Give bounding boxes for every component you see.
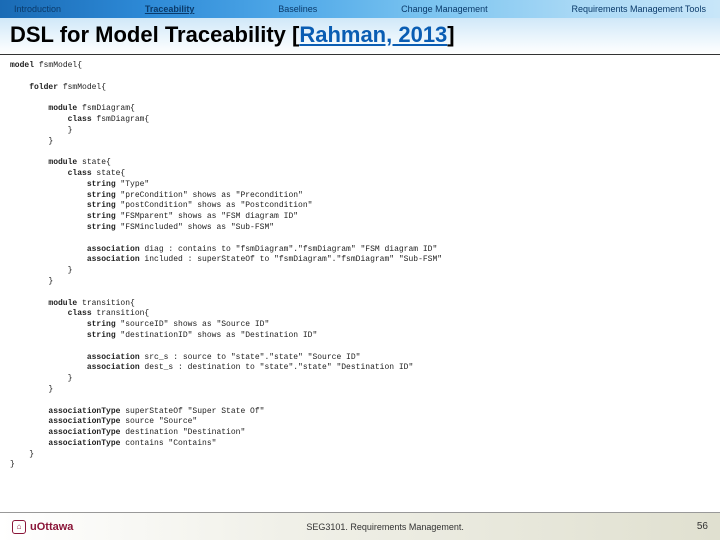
slide-title: DSL for Model Traceability [Rahman, 2013… bbox=[10, 22, 710, 48]
tabs: Introduction Traceability Baselines Change … bbox=[10, 4, 710, 14]
title-close: ] bbox=[447, 22, 454, 47]
title-bar: DSL for Model Traceability [Rahman, 2013… bbox=[0, 18, 720, 55]
footer: ⌂ uOttawa SEG3101. Requirements Manageme… bbox=[0, 512, 720, 540]
tab-requirements-management-tools[interactable]: Requirements Management Tools bbox=[568, 4, 710, 14]
code-block: model fsmModel{ folder fsmModel{ module … bbox=[0, 55, 720, 477]
page-number: 56 bbox=[697, 521, 708, 532]
tab-introduction[interactable]: Introduction bbox=[10, 4, 65, 14]
logo-icon: ⌂ bbox=[12, 520, 26, 534]
footer-center: SEG3101. Requirements Management. bbox=[306, 522, 464, 532]
tab-traceability[interactable]: Traceability bbox=[141, 4, 199, 14]
title-main: DSL for Model Traceability [ bbox=[10, 22, 299, 47]
tab-baselines[interactable]: Baselines bbox=[274, 4, 321, 14]
logo-text: uOttawa bbox=[30, 521, 73, 533]
title-citation[interactable]: Rahman, 2013 bbox=[299, 22, 447, 47]
header-bar: Introduction Traceability Baselines Change … bbox=[0, 0, 720, 18]
tab-change-management[interactable]: Change Management bbox=[397, 4, 492, 14]
logo: ⌂ uOttawa bbox=[12, 520, 73, 534]
